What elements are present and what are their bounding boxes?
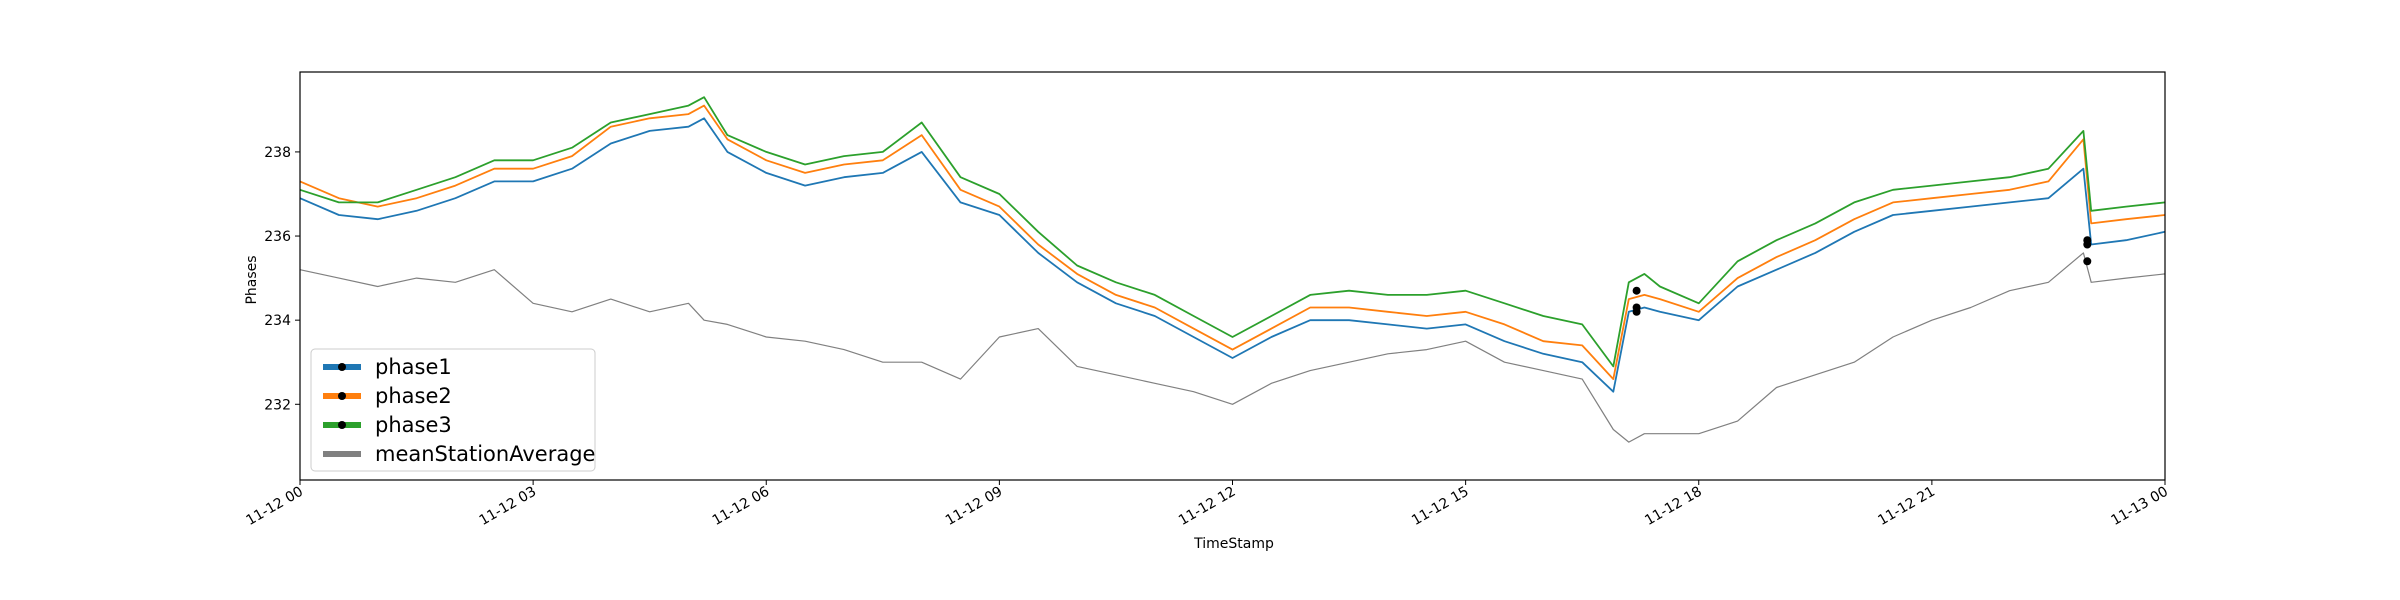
legend-marker-phase3 [338,421,346,429]
y-tick-label-236: 236 [264,229,291,245]
series-line-meanStationAverage [299,252,2166,443]
series-line-phase1 [299,117,2166,393]
y-tick-label-234: 234 [264,313,291,329]
marker-layer [1632,236,2092,316]
x-tick-label-8: 11-13 00 [2108,484,2171,529]
x-tick-label-7: 11-12 21 [1875,484,1938,529]
legend-label-phase2: phase2 [375,384,452,408]
x-tick-label-0: 11-12 00 [243,484,306,529]
x-axis-title: TimeStamp [1193,536,1274,552]
x-tick-label-4: 11-12 12 [1176,484,1239,529]
x-tick-label-2: 11-12 06 [710,484,773,529]
y-tick-label-238: 238 [264,145,291,161]
x-tick-label-5: 11-12 15 [1409,484,1472,529]
marker-phase3-2 [1632,286,1641,295]
legend: phase1 phase2 phase3 meanStationAverage [310,348,596,472]
series-layer [299,96,2166,443]
y-axis-title: Phases [244,255,260,304]
legend-label-meanStationAverage: meanStationAverage [375,442,595,466]
legend-marker-phase2 [338,392,346,400]
marker-phase2-1 [1632,307,1641,316]
plot-frame [299,71,2166,481]
legend-box [310,348,596,472]
x-tick-label-1: 11-12 03 [477,484,540,529]
marker-phase3-5 [2083,236,2092,245]
series-line-phase2 [299,104,2166,381]
legend-label-phase3: phase3 [375,413,452,437]
series-line-phase3 [299,96,2166,368]
x-tick-label-3: 11-12 09 [943,484,1006,529]
y-tick-label-232: 232 [264,397,291,413]
legend-label-phase1: phase1 [375,355,452,379]
legend-marker-phase1 [338,363,346,371]
marker-phase1-3 [2083,257,2092,266]
x-tick-label-6: 11-12 18 [1642,484,1705,529]
